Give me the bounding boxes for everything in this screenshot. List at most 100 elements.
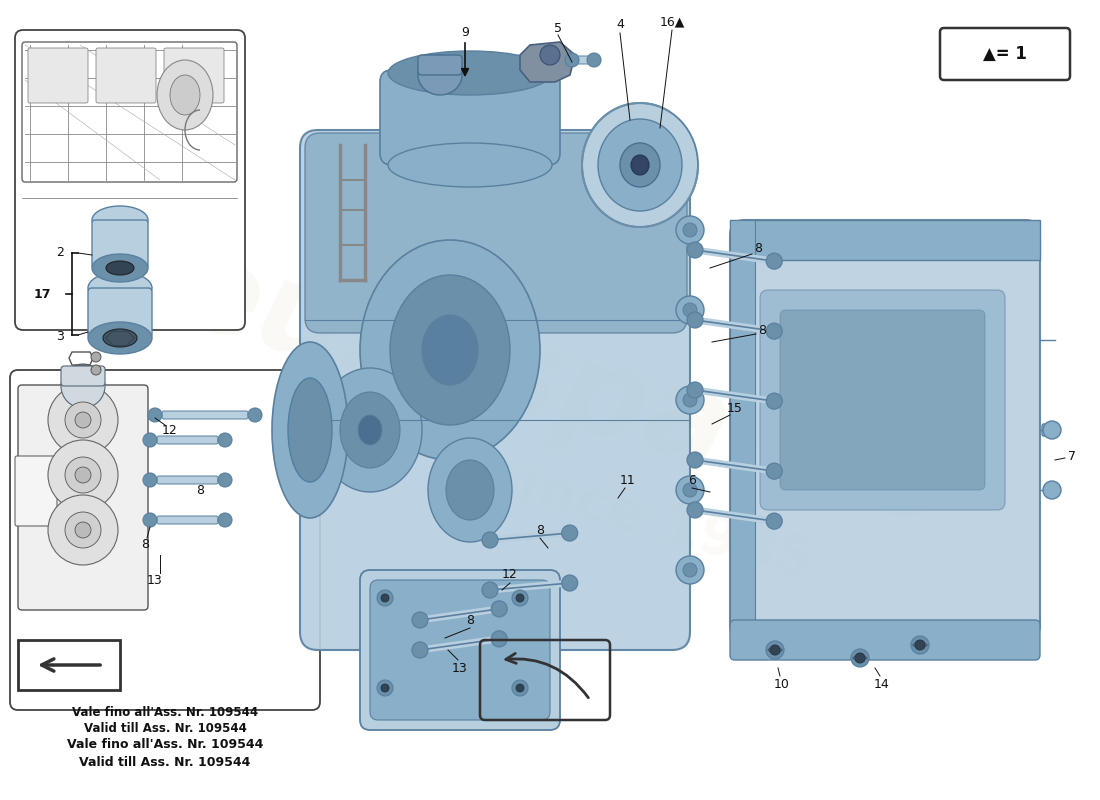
Ellipse shape (65, 402, 101, 438)
Ellipse shape (565, 53, 579, 67)
Ellipse shape (688, 452, 703, 468)
Ellipse shape (88, 322, 152, 354)
Ellipse shape (340, 392, 400, 468)
Ellipse shape (562, 525, 578, 541)
Ellipse shape (482, 532, 498, 548)
Text: 9: 9 (461, 26, 469, 38)
Text: 17: 17 (33, 287, 51, 301)
Ellipse shape (540, 45, 560, 65)
Polygon shape (520, 42, 575, 82)
Ellipse shape (516, 594, 524, 602)
FancyBboxPatch shape (305, 133, 688, 333)
Ellipse shape (48, 495, 118, 565)
Text: 10: 10 (774, 678, 790, 690)
Polygon shape (730, 220, 1040, 260)
FancyBboxPatch shape (300, 130, 690, 650)
Ellipse shape (143, 513, 157, 527)
Ellipse shape (412, 612, 428, 628)
Text: 2: 2 (56, 246, 64, 258)
Ellipse shape (148, 408, 162, 422)
Text: since 1985: since 1985 (481, 450, 820, 590)
Ellipse shape (767, 393, 782, 409)
Ellipse shape (512, 680, 528, 696)
FancyBboxPatch shape (92, 220, 148, 268)
FancyBboxPatch shape (360, 570, 560, 730)
Ellipse shape (48, 440, 118, 510)
Ellipse shape (91, 352, 101, 362)
Ellipse shape (767, 253, 782, 269)
Ellipse shape (1043, 481, 1062, 499)
FancyBboxPatch shape (780, 310, 984, 490)
FancyBboxPatch shape (164, 48, 224, 103)
Text: 8: 8 (758, 323, 766, 337)
Ellipse shape (770, 645, 780, 655)
Ellipse shape (598, 119, 682, 211)
FancyBboxPatch shape (15, 456, 57, 526)
FancyBboxPatch shape (157, 436, 218, 444)
Ellipse shape (422, 315, 478, 385)
FancyBboxPatch shape (379, 70, 560, 165)
Ellipse shape (688, 382, 703, 398)
Ellipse shape (272, 342, 348, 518)
Ellipse shape (91, 365, 101, 375)
Ellipse shape (676, 556, 704, 584)
Text: 16▲: 16▲ (659, 15, 684, 29)
Text: 6: 6 (689, 474, 696, 486)
Text: 15: 15 (727, 402, 742, 414)
Text: Vale fino all'Ass. Nr. 109544: Vale fino all'Ass. Nr. 109544 (72, 706, 258, 718)
Text: Vale fino all'Ass. Nr. 109544: Vale fino all'Ass. Nr. 109544 (67, 738, 263, 751)
Ellipse shape (851, 649, 869, 667)
Ellipse shape (358, 415, 382, 445)
Ellipse shape (92, 254, 148, 282)
Ellipse shape (288, 378, 332, 482)
Ellipse shape (218, 513, 232, 527)
FancyBboxPatch shape (10, 370, 320, 710)
Ellipse shape (65, 457, 101, 493)
FancyArrowPatch shape (506, 654, 588, 698)
Ellipse shape (418, 55, 462, 95)
Text: 8: 8 (754, 242, 762, 254)
Ellipse shape (767, 463, 782, 479)
Text: 12: 12 (162, 423, 178, 437)
Text: 14: 14 (874, 678, 890, 690)
Ellipse shape (620, 143, 660, 187)
FancyBboxPatch shape (162, 411, 248, 419)
FancyBboxPatch shape (370, 580, 550, 720)
Ellipse shape (683, 223, 697, 237)
FancyBboxPatch shape (760, 290, 1005, 510)
Ellipse shape (482, 582, 498, 598)
Ellipse shape (911, 636, 930, 654)
Text: 8: 8 (466, 614, 474, 626)
Ellipse shape (143, 433, 157, 447)
Ellipse shape (766, 641, 784, 659)
Ellipse shape (516, 684, 524, 692)
Ellipse shape (676, 296, 704, 324)
Ellipse shape (157, 60, 213, 130)
Ellipse shape (60, 364, 104, 408)
Ellipse shape (381, 684, 389, 692)
Text: 3: 3 (56, 330, 64, 342)
FancyBboxPatch shape (60, 366, 104, 386)
Ellipse shape (218, 433, 232, 447)
Text: Valid till Ass. Nr. 109544: Valid till Ass. Nr. 109544 (84, 722, 246, 734)
Text: 13: 13 (147, 574, 163, 586)
Text: Valid till Ass. Nr. 109544: Valid till Ass. Nr. 109544 (79, 755, 251, 769)
Ellipse shape (390, 275, 510, 425)
Text: 8: 8 (196, 483, 204, 497)
Ellipse shape (88, 272, 152, 304)
FancyBboxPatch shape (572, 56, 594, 64)
Ellipse shape (48, 385, 118, 455)
Ellipse shape (492, 601, 507, 617)
Ellipse shape (676, 386, 704, 414)
Polygon shape (730, 220, 755, 640)
Ellipse shape (412, 642, 428, 658)
Ellipse shape (446, 460, 494, 520)
FancyBboxPatch shape (157, 516, 218, 524)
Ellipse shape (143, 473, 157, 487)
Ellipse shape (587, 53, 601, 67)
Text: 13: 13 (452, 662, 468, 674)
FancyBboxPatch shape (418, 55, 462, 75)
Ellipse shape (855, 653, 865, 663)
Ellipse shape (688, 312, 703, 328)
Ellipse shape (381, 594, 389, 602)
